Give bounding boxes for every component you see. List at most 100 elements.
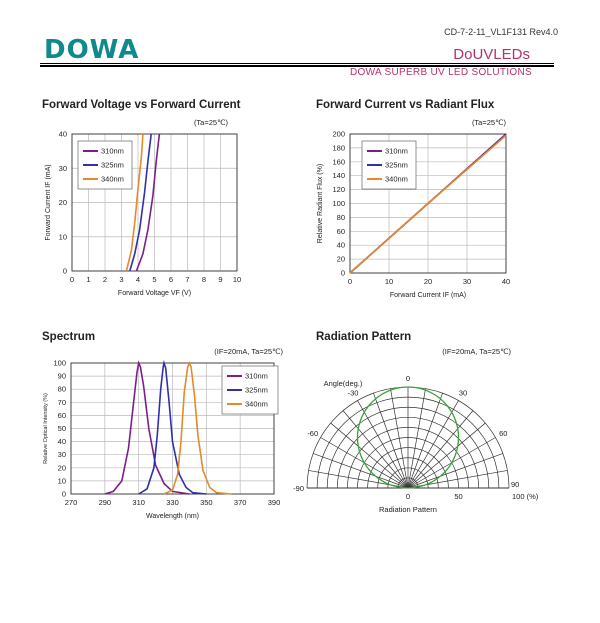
iv-plot-frame — [71, 133, 238, 272]
rad-angle-label: 90 — [511, 480, 519, 489]
rad-radius-label: 0 — [406, 492, 410, 501]
spec-ytick-label: 60 — [58, 411, 66, 420]
iv-legend-label-325nm: 325nm — [101, 161, 124, 170]
iv-xtick-label: 0 — [70, 275, 74, 284]
iv-ylabel: Forward Current IF (mA) — [45, 164, 52, 240]
iv-condition: (Ta=25℃) — [194, 118, 229, 127]
rad-radius-label: 50 — [454, 492, 462, 501]
spec-series-340nm — [163, 360, 232, 495]
iv-ytick-label: 20 — [59, 198, 67, 207]
iv-series-340nm — [125, 133, 144, 272]
iv-xtick-label: 8 — [202, 275, 206, 284]
rad-angle-label: -30 — [348, 389, 359, 398]
flux-ytick-label: 80 — [337, 213, 345, 222]
spec-ytick-label: 90 — [58, 372, 66, 381]
flux-ytick-label: 40 — [337, 241, 345, 250]
iv-ytick-label: 30 — [59, 164, 67, 173]
flux-ytick-label: 20 — [337, 255, 345, 264]
spec-xtick-label: 270 — [65, 498, 78, 507]
iv-series-310nm — [135, 133, 161, 272]
flux-ytick-label: 0 — [341, 269, 345, 278]
rad-angle-label: 0 — [406, 374, 410, 383]
rad-angle-spoke — [407, 410, 474, 489]
flux-xtick-label: 10 — [385, 277, 393, 286]
rad-angle-spoke — [373, 392, 409, 489]
header-divider — [40, 63, 554, 64]
spec-legend-label-310nm: 310nm — [245, 372, 268, 381]
flux-legend-label-325nm: 325nm — [385, 161, 408, 170]
spec-ytick-label: 40 — [58, 437, 66, 446]
rad-angle-axis-label: Angle(deg.) — [324, 379, 363, 388]
spec-series-310nm — [104, 360, 190, 495]
iv-xlabel: Forward Voltage VF (V) — [118, 290, 191, 297]
rad-angle-spoke — [312, 453, 409, 489]
iv-series-325nm — [129, 133, 152, 272]
flux-ytick-label: 120 — [332, 185, 345, 194]
product-name: DoUVLEDs — [453, 46, 530, 63]
iv-xtick-label: 5 — [152, 275, 156, 284]
tagline: DOWA SUPERB UV LED SOLUTIONS — [350, 67, 532, 78]
spec-plot-frame — [70, 362, 275, 495]
iv-chart-title: Forward Voltage vs Forward Current — [42, 99, 241, 111]
spec-ytick-label: 100 — [53, 359, 66, 368]
dowa-logo: DOWA — [44, 35, 140, 65]
spec-ytick-label: 30 — [58, 450, 66, 459]
spec-ytick-label: 50 — [58, 424, 66, 433]
flux-legend-label-310nm: 310nm — [385, 147, 408, 156]
spec-series-325nm — [138, 359, 207, 495]
spec-ylabel: Relative Optical Intensity (%) — [43, 393, 49, 464]
iv-xtick-label: 7 — [185, 275, 189, 284]
spec-xtick-label: 290 — [99, 498, 112, 507]
spec-ytick-label: 80 — [58, 385, 66, 394]
spec-xlabel: Wavelength (nm) — [146, 513, 199, 520]
spec-xtick-label: 370 — [234, 498, 247, 507]
iv-legend-label-310nm: 310nm — [101, 147, 124, 156]
spec-legend-label-325nm: 325nm — [245, 386, 268, 395]
rad-angle-label: -90 — [293, 484, 304, 493]
rad-radius-label: 100 (%) — [512, 492, 539, 501]
rad-angle-spoke — [390, 388, 409, 489]
iv-xtick-label: 1 — [86, 275, 90, 284]
flux-xtick-label: 40 — [502, 277, 510, 286]
iv-xtick-label: 10 — [233, 275, 241, 284]
spec-ytick-label: 70 — [58, 398, 66, 407]
iv-ytick-label: 10 — [59, 232, 67, 241]
iv-ytick-label: 40 — [59, 130, 67, 139]
rad-angle-spoke — [342, 410, 409, 489]
spec-xtick-label: 390 — [268, 498, 281, 507]
iv-xtick-label: 9 — [218, 275, 222, 284]
rad-pattern-curve — [356, 386, 460, 489]
flux-xtick-label: 0 — [348, 277, 352, 286]
flux-ytick-label: 140 — [332, 171, 345, 180]
flux-ytick-label: 180 — [332, 143, 345, 152]
document-id: CD-7-2-11_VL1F131 Rev4.0 — [444, 27, 558, 37]
flux-ytick-label: 160 — [332, 157, 345, 166]
flux-ytick-label: 100 — [332, 199, 345, 208]
iv-xtick-label: 2 — [103, 275, 107, 284]
spec-xtick-label: 310 — [132, 498, 145, 507]
flux-xtick-label: 30 — [463, 277, 471, 286]
rad-angle-spoke — [407, 392, 443, 489]
spectrum-chart-title: Spectrum — [42, 331, 96, 343]
radiation-chart-title: Radiation Pattern — [316, 331, 412, 343]
rad-angle-spoke — [407, 422, 486, 489]
spec-xtick-label: 350 — [200, 498, 213, 507]
rad-angle-spoke — [407, 388, 426, 489]
rad-angle-spoke — [357, 400, 409, 489]
header-divider-thick — [40, 65, 554, 67]
spec-ytick-label: 0 — [62, 490, 66, 499]
iv-ytick-label: 0 — [63, 267, 67, 276]
spec-legend-label-340nm: 340nm — [245, 400, 268, 409]
flux-xtick-label: 20 — [424, 277, 432, 286]
iv-xtick-label: 4 — [136, 275, 140, 284]
flux-ytick-label: 60 — [337, 227, 345, 236]
rad-angle-label: -60 — [307, 429, 318, 438]
rad-angle-label: 30 — [459, 389, 467, 398]
flux-plot-frame — [349, 133, 507, 274]
rad-angle-spoke — [407, 453, 504, 489]
flux-condition: (Ta=25℃) — [472, 118, 507, 127]
rad-angle-spoke — [330, 422, 409, 489]
spec-condition: (IF=20mA, Ta=25℃) — [214, 347, 283, 356]
rad-angle-spoke — [407, 400, 459, 489]
